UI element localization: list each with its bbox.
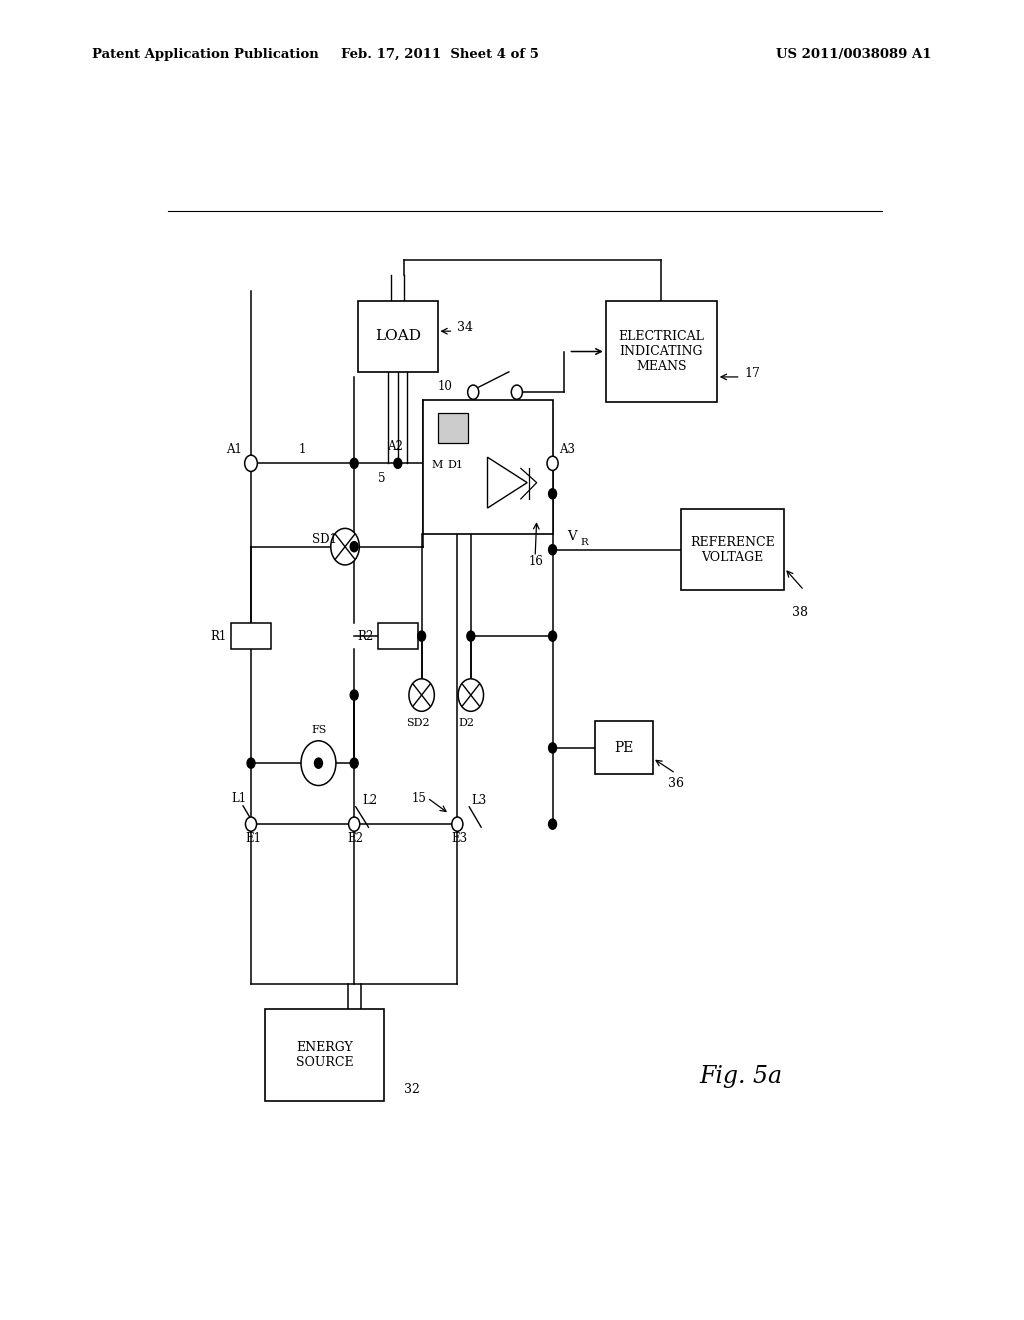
Text: 16: 16	[528, 554, 544, 568]
Circle shape	[547, 457, 558, 470]
Text: M: M	[431, 461, 442, 470]
Circle shape	[350, 458, 358, 469]
Text: L2: L2	[362, 793, 377, 807]
Text: ELECTRICAL
INDICATING
MEANS: ELECTRICAL INDICATING MEANS	[618, 330, 705, 374]
FancyBboxPatch shape	[438, 412, 468, 444]
Text: L1: L1	[231, 792, 247, 805]
Text: PE: PE	[614, 741, 634, 755]
Circle shape	[452, 817, 463, 832]
Text: SD1: SD1	[311, 532, 337, 545]
Text: ENERGY
SOURCE: ENERGY SOURCE	[296, 1041, 353, 1069]
Circle shape	[350, 758, 358, 768]
Circle shape	[409, 678, 434, 711]
Text: Feb. 17, 2011  Sheet 4 of 5: Feb. 17, 2011 Sheet 4 of 5	[341, 48, 540, 61]
Circle shape	[394, 458, 401, 469]
Circle shape	[301, 741, 336, 785]
Circle shape	[467, 631, 475, 642]
Circle shape	[511, 385, 522, 399]
Circle shape	[314, 758, 323, 768]
Circle shape	[458, 678, 483, 711]
Text: A2: A2	[387, 440, 403, 453]
Circle shape	[246, 817, 257, 832]
Text: D2: D2	[459, 718, 475, 727]
Circle shape	[549, 818, 557, 829]
Text: 32: 32	[404, 1084, 420, 1097]
Text: R: R	[581, 537, 588, 546]
Text: A3: A3	[559, 444, 574, 457]
FancyBboxPatch shape	[265, 1008, 384, 1101]
Circle shape	[549, 743, 557, 752]
Text: 5: 5	[378, 471, 385, 484]
Text: E2: E2	[348, 833, 364, 845]
Circle shape	[350, 541, 358, 552]
Text: D1: D1	[447, 461, 463, 470]
Text: 10: 10	[437, 380, 453, 393]
FancyBboxPatch shape	[423, 400, 553, 535]
Text: FS: FS	[311, 725, 327, 735]
Circle shape	[348, 817, 359, 832]
Circle shape	[549, 631, 557, 642]
FancyBboxPatch shape	[681, 510, 784, 590]
Text: SD2: SD2	[406, 718, 429, 727]
Circle shape	[245, 455, 257, 471]
Text: Fig. 5a: Fig. 5a	[699, 1065, 782, 1088]
Text: 36: 36	[668, 776, 684, 789]
FancyBboxPatch shape	[231, 623, 270, 649]
Circle shape	[549, 488, 557, 499]
Circle shape	[418, 631, 426, 642]
Text: E3: E3	[452, 833, 468, 845]
Text: Patent Application Publication: Patent Application Publication	[92, 48, 318, 61]
Text: LOAD: LOAD	[375, 329, 421, 343]
Text: V: V	[567, 529, 577, 543]
Text: 38: 38	[793, 606, 808, 619]
Text: A1: A1	[225, 444, 242, 457]
Circle shape	[331, 528, 359, 565]
Text: R1: R1	[210, 630, 226, 643]
Text: E1: E1	[246, 833, 261, 845]
FancyBboxPatch shape	[595, 722, 652, 775]
Text: 34: 34	[458, 321, 473, 334]
Circle shape	[350, 690, 358, 700]
Text: L3: L3	[472, 793, 486, 807]
FancyBboxPatch shape	[358, 301, 437, 372]
Text: REFERENCE
VOLTAGE: REFERENCE VOLTAGE	[690, 536, 775, 564]
Text: 1: 1	[299, 444, 306, 457]
Text: 17: 17	[744, 367, 761, 380]
FancyBboxPatch shape	[378, 623, 418, 649]
Circle shape	[549, 545, 557, 554]
FancyBboxPatch shape	[606, 301, 717, 403]
Circle shape	[468, 385, 479, 399]
Text: 15: 15	[412, 792, 426, 805]
Circle shape	[247, 758, 255, 768]
Text: US 2011/0038089 A1: US 2011/0038089 A1	[776, 48, 932, 61]
Text: R2: R2	[357, 630, 373, 643]
